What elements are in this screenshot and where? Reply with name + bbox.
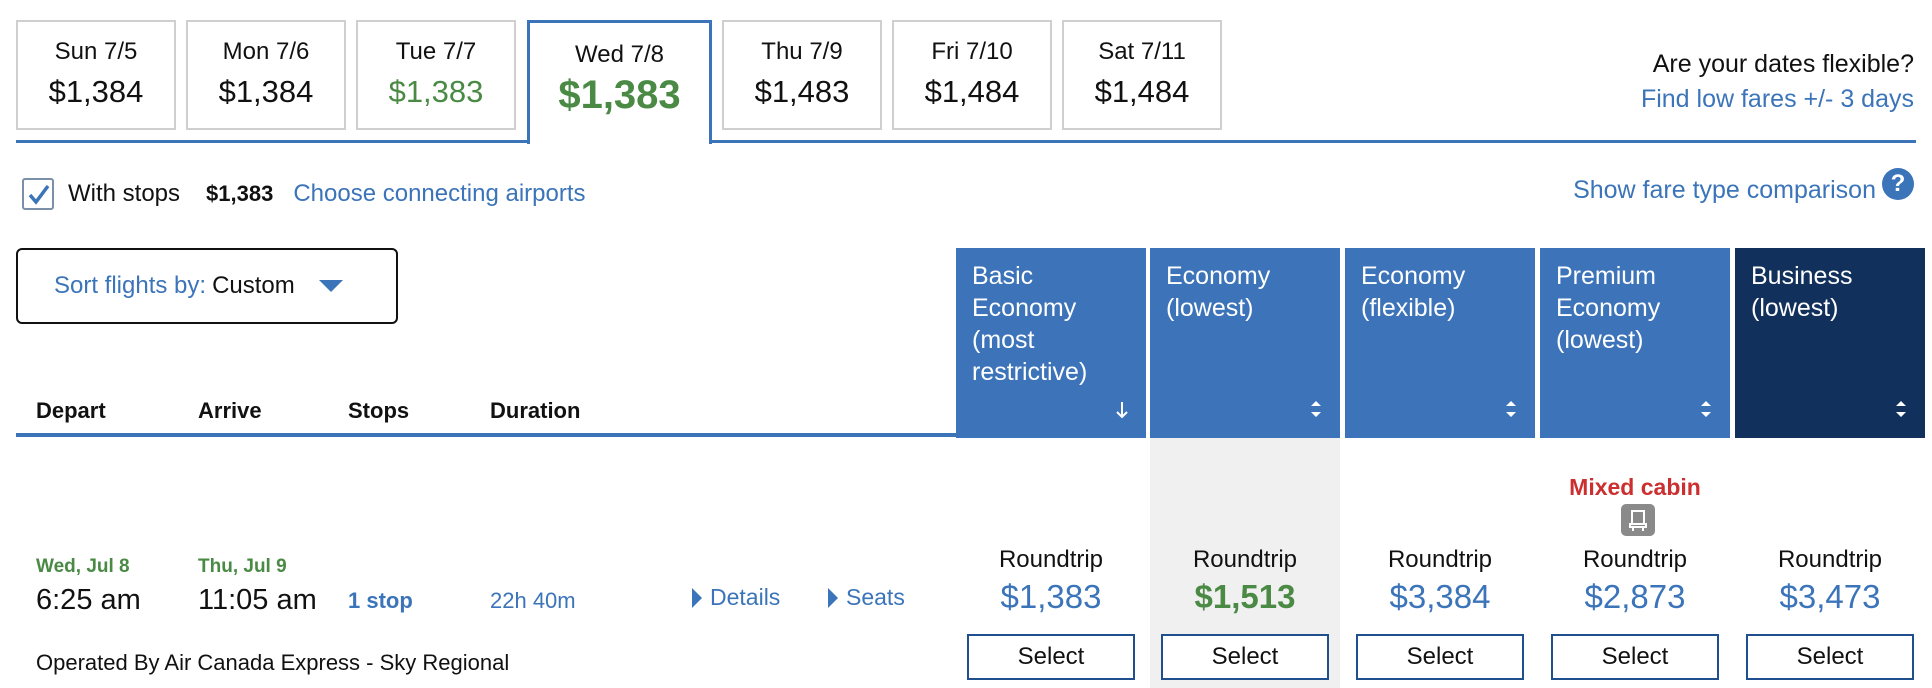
date-tab-sun[interactable]: Sun 7/5 $1,384 (16, 20, 176, 130)
column-depart: Depart (36, 398, 106, 423)
show-fare-comparison-link[interactable]: Show fare type comparison (1573, 176, 1876, 204)
flexible-question: Are your dates flexible? (1652, 50, 1914, 78)
flexible-dates: Are your dates flexible? Find low fares … (1641, 50, 1914, 114)
mixed-cabin-label: Mixed cabin (1569, 474, 1701, 500)
sort-value: Custom (212, 272, 295, 299)
fare-trip-label: Roundtrip (1582, 546, 1688, 573)
date-tab-fri[interactable]: Fri 7/10 $1,484 (892, 20, 1052, 130)
fare-header-label: Economy (lowest) (1166, 262, 1271, 322)
date-tab-price: $1,383 (388, 74, 484, 109)
sort-icon (1506, 401, 1516, 417)
fare-price: $3,384 (1389, 578, 1491, 615)
select-economy-flexible-button[interactable]: Select (1356, 634, 1524, 680)
fare-economy-flexible: Roundtrip $3,384 (1345, 546, 1535, 616)
fare-price: $1,513 (1194, 578, 1296, 615)
date-tab-day: Fri 7/10 (931, 38, 1013, 65)
stops-filter: With stops $1,383 Choose connecting airp… (22, 176, 586, 212)
triangle-right-icon (692, 587, 702, 608)
arrive-time: 11:05 am (198, 584, 317, 616)
fare-header-economy-lowest[interactable]: Economy (lowest) (1150, 248, 1340, 438)
seats-toggle[interactable]: Seats (828, 584, 905, 611)
operated-by: Operated By Air Canada Express - Sky Reg… (36, 650, 510, 675)
depart-time: 6:25 am (36, 584, 141, 616)
column-arrive: Arrive (198, 398, 262, 423)
date-tab-day: Sun 7/5 (54, 38, 138, 65)
choose-connecting-airports-link[interactable]: Choose connecting airports (293, 180, 586, 207)
column-stops: Stops (348, 398, 410, 423)
date-tab-price: $1,383 (558, 73, 681, 117)
seat-icon (1621, 504, 1655, 536)
date-tab-mon[interactable]: Mon 7/6 $1,384 (186, 20, 346, 130)
select-premium-economy-button[interactable]: Select (1551, 634, 1719, 680)
date-tab-wed-selected[interactable]: Wed 7/8 $1,383 (527, 20, 712, 144)
date-tab-day: Tue 7/7 (395, 38, 477, 65)
column-header-rule (16, 433, 956, 437)
date-tab-thu[interactable]: Thu 7/9 $1,483 (722, 20, 882, 130)
date-tab-price: $1,384 (218, 74, 314, 109)
fare-trip-label: Roundtrip (1777, 546, 1883, 573)
sort-key-label: Sort flights by: (54, 272, 207, 299)
arrive-date: Thu, Jul 9 (198, 556, 287, 577)
fare-basic-economy: Roundtrip $1,383 (956, 546, 1146, 616)
fare-header-label: Premium Economy (lowest) (1556, 262, 1661, 354)
depart-date: Wed, Jul 8 (36, 556, 130, 577)
stops-link[interactable]: 1 stop (348, 588, 413, 613)
fare-trip-label: Roundtrip (1192, 546, 1298, 573)
details-toggle[interactable]: Details (692, 584, 780, 611)
with-stops-checkbox[interactable] (22, 178, 54, 210)
select-business-button[interactable]: Select (1746, 634, 1914, 680)
with-stops-label: With stops (68, 180, 181, 207)
fare-header-premium-economy[interactable]: Premium Economy (lowest) (1540, 248, 1730, 438)
fare-header-basic-economy[interactable]: Basic Economy (most restrictive) (956, 248, 1146, 438)
find-low-fares-link[interactable]: Find low fares +/- 3 days (1640, 85, 1914, 113)
fare-price: $1,383 (1000, 578, 1102, 615)
help-icon[interactable]: ? (1882, 167, 1914, 200)
select-economy-lowest-button[interactable]: Select (1161, 634, 1329, 680)
fare-premium-economy: Roundtrip $2,873 (1540, 546, 1730, 616)
fare-trip-label: Roundtrip (1387, 546, 1493, 573)
fare-economy-lowest: Roundtrip $1,513 (1150, 546, 1340, 616)
fare-compare: Show fare type comparison ? (1573, 167, 1914, 205)
sort-flights-dropdown[interactable]: Sort flights by: Custom (16, 248, 398, 324)
duration-value: 22h 40m (490, 588, 576, 613)
fare-header-label: Business (lowest) (1751, 262, 1853, 322)
select-basic-economy-button[interactable]: Select (967, 634, 1135, 680)
fare-price: $3,473 (1779, 578, 1881, 615)
date-tab-day: Sat 7/11 (1098, 38, 1186, 65)
date-tab-price: $1,484 (924, 74, 1020, 109)
fare-trip-label: Roundtrip (998, 546, 1104, 573)
fare-header-label: Economy (flexible) (1361, 262, 1466, 322)
date-tabs: Sun 7/5 $1,384 Mon 7/6 $1,384 Tue 7/7 $1… (16, 20, 1916, 144)
date-tab-sat[interactable]: Sat 7/11 $1,484 (1062, 20, 1222, 130)
fare-price: $2,873 (1584, 578, 1686, 615)
sort-down-icon (1116, 402, 1128, 419)
triangle-right-icon (828, 587, 838, 608)
sort-icon (1311, 401, 1321, 417)
fare-header-label: Basic Economy (most restrictive) (972, 262, 1088, 386)
date-tab-price: $1,384 (48, 74, 144, 109)
date-tab-day: Mon 7/6 (222, 38, 310, 65)
date-tab-day: Thu 7/9 (761, 38, 843, 65)
column-duration: Duration (490, 398, 581, 423)
sort-icon (1701, 401, 1711, 417)
date-tab-price: $1,484 (1094, 74, 1190, 109)
with-stops-price: $1,383 (206, 181, 274, 206)
date-tab-tue[interactable]: Tue 7/7 $1,383 (356, 20, 516, 130)
date-tab-price: $1,483 (754, 74, 850, 109)
check-icon (28, 184, 50, 205)
details-label: Details (710, 584, 781, 610)
fare-header-business[interactable]: Business (lowest) (1735, 248, 1925, 438)
fare-header-economy-flexible[interactable]: Economy (flexible) (1345, 248, 1535, 438)
chevron-down-icon (318, 280, 343, 292)
date-tabs-rule (16, 140, 1916, 143)
sort-icon (1896, 401, 1906, 417)
seats-label: Seats (846, 584, 905, 610)
date-tab-day: Wed 7/8 (575, 41, 664, 68)
fare-business: Roundtrip $3,473 (1735, 546, 1925, 616)
